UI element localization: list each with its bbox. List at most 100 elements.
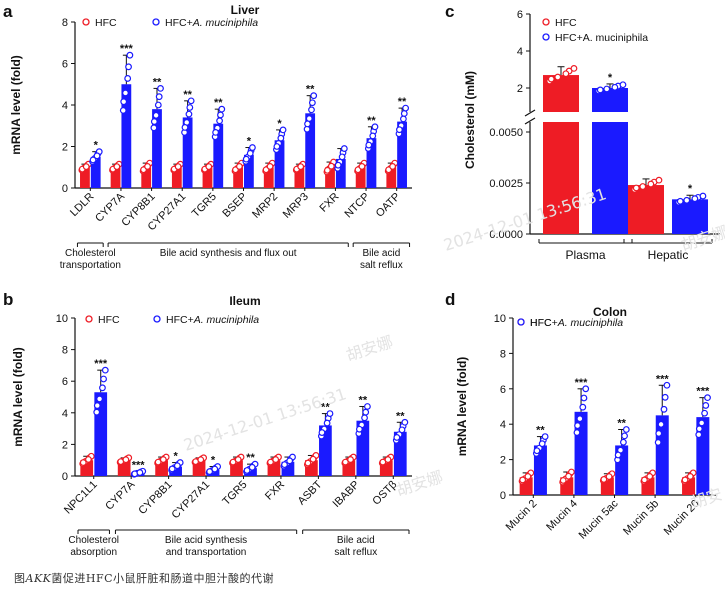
legend-label-hfc: HFC (95, 17, 117, 29)
akk-point (126, 51, 134, 59)
legend-label-akk-plain: HFC+ (530, 317, 558, 329)
hfc-point (641, 476, 648, 484)
legend-label-hfc: HFC (555, 17, 577, 29)
hfc-point (144, 163, 151, 170)
y-tick-label: 4 (62, 100, 68, 112)
akk-point (248, 463, 256, 471)
x-tick-label: CYP8B1 (136, 479, 174, 517)
hfc-point (309, 455, 317, 463)
significance-label: ** (367, 115, 376, 127)
akk-point (279, 126, 287, 134)
akk-point (217, 111, 224, 119)
akk-bar (169, 466, 182, 476)
hfc-point (113, 163, 121, 171)
x-tick-label: NTCP (343, 191, 373, 221)
x-tick-label: CYP7A (103, 478, 137, 512)
group-label: transportation (60, 260, 121, 271)
y-tick-label: 6 (62, 59, 68, 71)
akk-point (157, 84, 164, 92)
akk-point (657, 420, 665, 428)
y-tick-label: 2 (62, 142, 68, 154)
caption-prefix: 图 (14, 572, 26, 585)
akk-point (699, 192, 707, 200)
hfc-point (600, 476, 608, 483)
x-tick-label: MRP3 (281, 191, 311, 221)
significance-label: ** (183, 89, 192, 101)
akk-point (242, 155, 250, 163)
x-tick-label: NPC1L1 (62, 479, 100, 517)
panel-letter: d (445, 290, 455, 309)
hfc-point (267, 458, 274, 466)
hfc-point (655, 176, 663, 184)
y-tick-label: 6 (62, 376, 68, 388)
hfc-bar (628, 185, 664, 234)
hfc-point (639, 183, 647, 190)
hfc-point (389, 163, 397, 170)
caption-emphasis: AKK (25, 572, 52, 585)
akk-point (533, 447, 541, 455)
group-label: Cholesterol (68, 535, 119, 546)
significance-label: *** (656, 373, 670, 385)
hfc-point (122, 456, 130, 464)
hfc-point (547, 75, 555, 83)
significance-label: * (173, 451, 178, 463)
hfc-point (79, 459, 87, 466)
akk-point (654, 439, 662, 446)
akk-point (611, 83, 619, 91)
y-tick-label: 0.0050 (489, 127, 523, 139)
legend-label-akk-italic: A. muciniphila (557, 317, 624, 329)
axis-break-mark (524, 109, 536, 117)
legend-label-akk-italic: A. muciniphila (192, 17, 259, 29)
hfc-bar-lower (543, 122, 579, 234)
hfc-point (234, 456, 242, 463)
significance-label: ** (536, 425, 545, 437)
significance-label: ** (359, 394, 368, 406)
hfc-point (384, 456, 392, 463)
akk-point (660, 405, 668, 413)
hfc-bar (110, 167, 121, 188)
group-label: Cholesterol (65, 248, 116, 259)
akk-point (286, 457, 294, 465)
significance-label: *** (120, 43, 134, 55)
akk-point (362, 408, 370, 416)
akk-point (323, 419, 331, 427)
group-label: salt reflux (360, 260, 403, 271)
akk-point (218, 105, 226, 113)
akk-point (181, 124, 189, 131)
akk-point (541, 433, 549, 440)
hfc-point (82, 163, 90, 171)
akk-point (100, 375, 107, 383)
x-tick-label: LDLR (68, 191, 96, 219)
legend-label-akk-plain: HFC+ (166, 314, 194, 326)
y-tick-label: 4 (500, 419, 506, 431)
akk-point (150, 124, 158, 132)
y-tick-label: 4 (517, 46, 523, 58)
akk-point (573, 429, 581, 436)
group-label: absorption (70, 547, 117, 558)
group-label: Bile acid synthesis (165, 535, 247, 546)
y-tick-label: 2 (517, 83, 523, 95)
y-tick-label: 2 (62, 439, 68, 451)
hfc-point (379, 458, 387, 466)
akk-point (186, 104, 194, 111)
hfc-point (236, 163, 243, 170)
y-axis-label: mRNA level (fold) (11, 347, 25, 447)
hfc-point (323, 166, 331, 174)
akk-point (212, 128, 220, 136)
akk-bar (213, 123, 224, 188)
y-tick-label: 6 (500, 384, 506, 396)
hfc-bar (263, 167, 274, 188)
akk-point (119, 106, 127, 114)
akk-bar (305, 113, 316, 188)
akk-point (619, 438, 627, 446)
y-tick-label: 0 (500, 490, 506, 502)
akk-point (538, 440, 546, 448)
akk-point (308, 106, 315, 114)
akk-point (243, 467, 251, 474)
akk-point (698, 419, 706, 427)
hfc-point (85, 456, 92, 463)
hfc-point (297, 163, 305, 171)
group-label: Bile acid synthesis and flux out (160, 248, 297, 259)
akk-point (402, 104, 410, 112)
hfc-bar (202, 167, 213, 188)
